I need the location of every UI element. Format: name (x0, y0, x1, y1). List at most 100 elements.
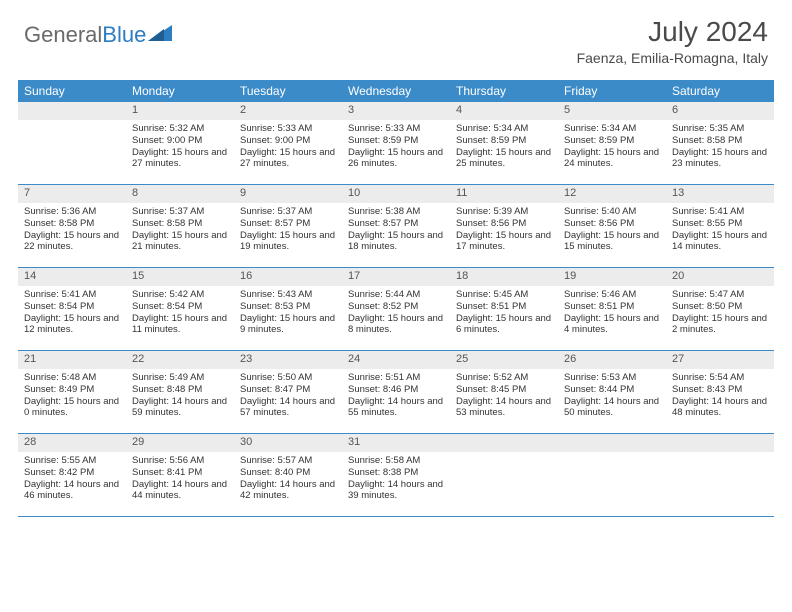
day-number: 23 (234, 351, 342, 369)
daylight-text: Daylight: 14 hours and 50 minutes. (564, 396, 660, 420)
sunrise-text: Sunrise: 5:41 AM (672, 206, 768, 218)
day-cell: 22Sunrise: 5:49 AMSunset: 8:48 PMDayligh… (126, 351, 234, 433)
sunrise-text: Sunrise: 5:51 AM (348, 372, 444, 384)
day-cell: 19Sunrise: 5:46 AMSunset: 8:51 PMDayligh… (558, 268, 666, 350)
day-cell (450, 434, 558, 516)
day-cell: 25Sunrise: 5:52 AMSunset: 8:45 PMDayligh… (450, 351, 558, 433)
daylight-text: Daylight: 15 hours and 11 minutes. (132, 313, 228, 337)
daylight-text: Daylight: 15 hours and 15 minutes. (564, 230, 660, 254)
calendar: SundayMondayTuesdayWednesdayThursdayFrid… (18, 80, 774, 517)
day-cell: 23Sunrise: 5:50 AMSunset: 8:47 PMDayligh… (234, 351, 342, 433)
logo-text: GeneralBlue (24, 22, 146, 48)
sunrise-text: Sunrise: 5:35 AM (672, 123, 768, 135)
daylight-text: Daylight: 14 hours and 46 minutes. (24, 479, 120, 503)
day-number: 27 (666, 351, 774, 369)
day-number: 19 (558, 268, 666, 286)
day-cell: 31Sunrise: 5:58 AMSunset: 8:38 PMDayligh… (342, 434, 450, 516)
day-number: 9 (234, 185, 342, 203)
day-number: 20 (666, 268, 774, 286)
day-cell: 14Sunrise: 5:41 AMSunset: 8:54 PMDayligh… (18, 268, 126, 350)
day-cell: 5Sunrise: 5:34 AMSunset: 8:59 PMDaylight… (558, 102, 666, 184)
week-row: 7Sunrise: 5:36 AMSunset: 8:58 PMDaylight… (18, 185, 774, 268)
daylight-text: Daylight: 15 hours and 26 minutes. (348, 147, 444, 171)
day-cell: 9Sunrise: 5:37 AMSunset: 8:57 PMDaylight… (234, 185, 342, 267)
day-body: Sunrise: 5:40 AMSunset: 8:56 PMDaylight:… (558, 203, 666, 258)
dow-cell: Monday (126, 80, 234, 102)
sunset-text: Sunset: 8:57 PM (240, 218, 336, 230)
day-number: 6 (666, 102, 774, 120)
sunset-text: Sunset: 8:41 PM (132, 467, 228, 479)
day-number: 7 (18, 185, 126, 203)
day-number: 15 (126, 268, 234, 286)
day-body: Sunrise: 5:38 AMSunset: 8:57 PMDaylight:… (342, 203, 450, 258)
day-cell: 26Sunrise: 5:53 AMSunset: 8:44 PMDayligh… (558, 351, 666, 433)
sunrise-text: Sunrise: 5:52 AM (456, 372, 552, 384)
day-number: 22 (126, 351, 234, 369)
day-body: Sunrise: 5:46 AMSunset: 8:51 PMDaylight:… (558, 286, 666, 341)
sunset-text: Sunset: 8:56 PM (456, 218, 552, 230)
day-number: 29 (126, 434, 234, 452)
title-block: July 2024 Faenza, Emilia-Romagna, Italy (577, 16, 768, 66)
sunrise-text: Sunrise: 5:34 AM (456, 123, 552, 135)
daylight-text: Daylight: 14 hours and 42 minutes. (240, 479, 336, 503)
day-body: Sunrise: 5:33 AMSunset: 9:00 PMDaylight:… (234, 120, 342, 175)
day-body: Sunrise: 5:48 AMSunset: 8:49 PMDaylight:… (18, 369, 126, 424)
day-cell: 27Sunrise: 5:54 AMSunset: 8:43 PMDayligh… (666, 351, 774, 433)
logo-triangle-icon (148, 23, 174, 48)
day-body: Sunrise: 5:54 AMSunset: 8:43 PMDaylight:… (666, 369, 774, 424)
sunset-text: Sunset: 8:38 PM (348, 467, 444, 479)
day-number: 12 (558, 185, 666, 203)
sunrise-text: Sunrise: 5:53 AM (564, 372, 660, 384)
day-number: 2 (234, 102, 342, 120)
daylight-text: Daylight: 14 hours and 59 minutes. (132, 396, 228, 420)
daylight-text: Daylight: 14 hours and 44 minutes. (132, 479, 228, 503)
sunrise-text: Sunrise: 5:45 AM (456, 289, 552, 301)
week-row: 1Sunrise: 5:32 AMSunset: 9:00 PMDaylight… (18, 102, 774, 185)
sunrise-text: Sunrise: 5:57 AM (240, 455, 336, 467)
sunrise-text: Sunrise: 5:48 AM (24, 372, 120, 384)
day-cell: 29Sunrise: 5:56 AMSunset: 8:41 PMDayligh… (126, 434, 234, 516)
week-row: 28Sunrise: 5:55 AMSunset: 8:42 PMDayligh… (18, 434, 774, 517)
logo: GeneralBlue (24, 22, 174, 48)
daylight-text: Daylight: 15 hours and 6 minutes. (456, 313, 552, 337)
day-number: 25 (450, 351, 558, 369)
day-cell: 2Sunrise: 5:33 AMSunset: 9:00 PMDaylight… (234, 102, 342, 184)
sunrise-text: Sunrise: 5:38 AM (348, 206, 444, 218)
day-cell: 6Sunrise: 5:35 AMSunset: 8:58 PMDaylight… (666, 102, 774, 184)
sunset-text: Sunset: 8:52 PM (348, 301, 444, 313)
day-number: 30 (234, 434, 342, 452)
sunset-text: Sunset: 8:44 PM (564, 384, 660, 396)
sunrise-text: Sunrise: 5:54 AM (672, 372, 768, 384)
dow-cell: Friday (558, 80, 666, 102)
day-body: Sunrise: 5:35 AMSunset: 8:58 PMDaylight:… (666, 120, 774, 175)
day-body: Sunrise: 5:56 AMSunset: 8:41 PMDaylight:… (126, 452, 234, 507)
dow-cell: Saturday (666, 80, 774, 102)
logo-word2: Blue (102, 22, 146, 47)
day-body: Sunrise: 5:44 AMSunset: 8:52 PMDaylight:… (342, 286, 450, 341)
day-cell: 30Sunrise: 5:57 AMSunset: 8:40 PMDayligh… (234, 434, 342, 516)
day-cell: 28Sunrise: 5:55 AMSunset: 8:42 PMDayligh… (18, 434, 126, 516)
day-number: 21 (18, 351, 126, 369)
daylight-text: Daylight: 15 hours and 18 minutes. (348, 230, 444, 254)
day-body: Sunrise: 5:49 AMSunset: 8:48 PMDaylight:… (126, 369, 234, 424)
daylight-text: Daylight: 14 hours and 55 minutes. (348, 396, 444, 420)
sunset-text: Sunset: 8:57 PM (348, 218, 444, 230)
day-number: 24 (342, 351, 450, 369)
day-body: Sunrise: 5:34 AMSunset: 8:59 PMDaylight:… (558, 120, 666, 175)
dow-cell: Wednesday (342, 80, 450, 102)
sunset-text: Sunset: 9:00 PM (240, 135, 336, 147)
sunset-text: Sunset: 8:59 PM (564, 135, 660, 147)
sunset-text: Sunset: 8:56 PM (564, 218, 660, 230)
sunset-text: Sunset: 8:46 PM (348, 384, 444, 396)
day-number: 11 (450, 185, 558, 203)
sunrise-text: Sunrise: 5:34 AM (564, 123, 660, 135)
sunrise-text: Sunrise: 5:58 AM (348, 455, 444, 467)
sunset-text: Sunset: 8:53 PM (240, 301, 336, 313)
daylight-text: Daylight: 15 hours and 9 minutes. (240, 313, 336, 337)
page-title: July 2024 (577, 16, 768, 48)
day-body: Sunrise: 5:39 AMSunset: 8:56 PMDaylight:… (450, 203, 558, 258)
sunrise-text: Sunrise: 5:39 AM (456, 206, 552, 218)
day-body: Sunrise: 5:36 AMSunset: 8:58 PMDaylight:… (18, 203, 126, 258)
day-cell: 21Sunrise: 5:48 AMSunset: 8:49 PMDayligh… (18, 351, 126, 433)
day-cell (558, 434, 666, 516)
